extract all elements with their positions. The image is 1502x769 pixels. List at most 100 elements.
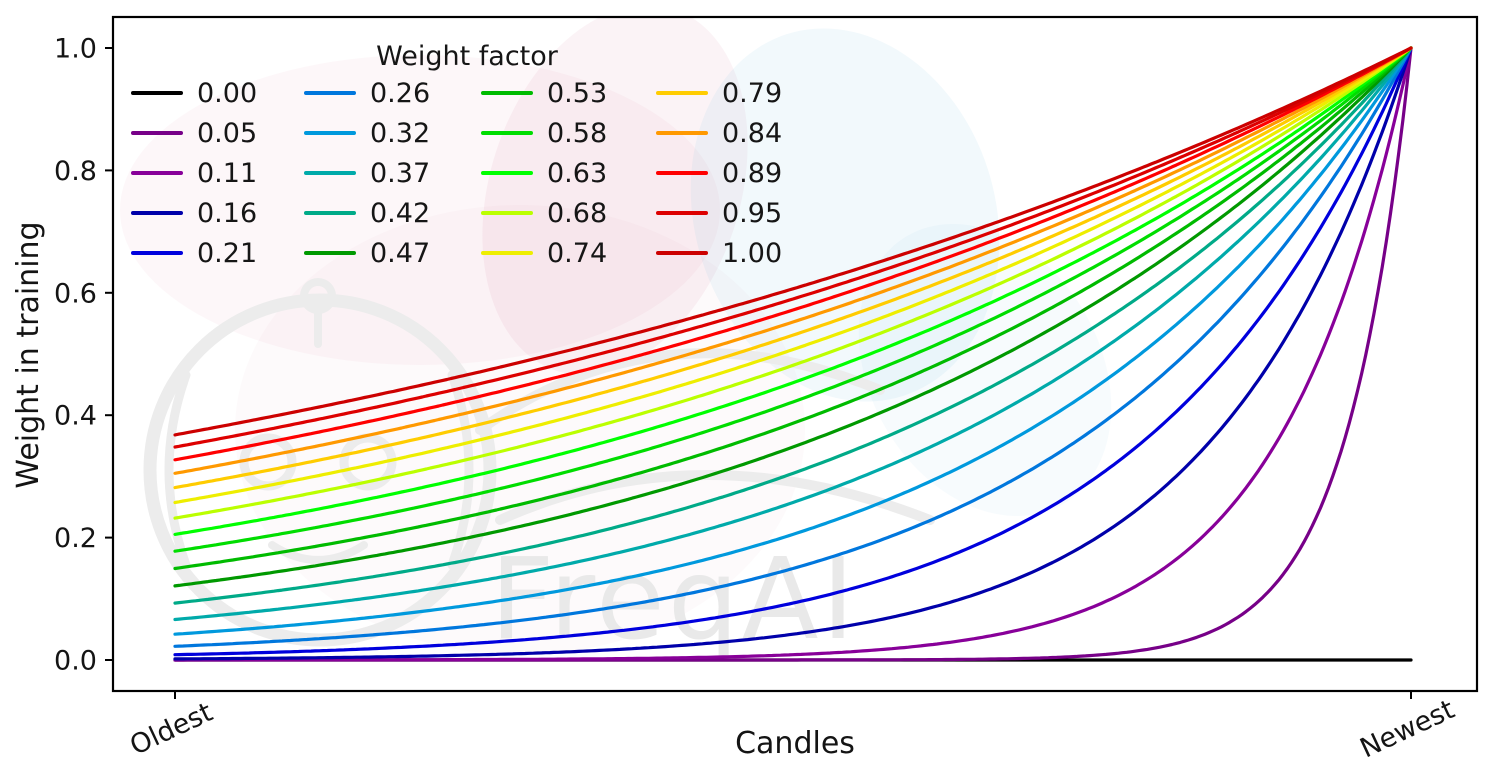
series-line-0.26 — [173, 46, 1413, 648]
legend-entry: 0.63 — [481, 153, 656, 193]
legend-entry: 0.05 — [131, 113, 304, 153]
legend-entry: 0.42 — [304, 193, 481, 233]
legend-label: 0.05 — [197, 117, 258, 149]
legend-label: 0.53 — [547, 77, 608, 109]
legend-entry: 1.00 — [656, 233, 796, 273]
legend-entries: 0.00 0.05 0.11 0.16 0.21 0.26 0.32 0.37 0.42 0.47… — [131, 73, 803, 273]
series-line-0.37 — [173, 46, 1413, 622]
legend-label: 0.42 — [370, 197, 431, 229]
legend-label: 0.95 — [722, 197, 783, 229]
legend-line-swatch — [304, 171, 356, 175]
legend-entry: 0.26 — [304, 73, 481, 113]
legend-entry: 0.95 — [656, 193, 796, 233]
watermark-blue-blob — [858, 223, 1112, 517]
legend-line-swatch — [131, 91, 183, 95]
legend-entry: 0.84 — [656, 113, 796, 153]
y-tick-label: 0.8 — [54, 156, 97, 187]
freqtrade-logo-watermark — [143, 278, 935, 647]
series-line-0.11 — [173, 46, 1413, 662]
legend-label: 0.00 — [197, 77, 258, 109]
legend-title: Weight factor — [376, 41, 558, 72]
legend-entry: 0.68 — [481, 193, 656, 233]
watermark-pink-blob — [120, 55, 720, 365]
y-axis-label: Weight in training — [11, 221, 46, 488]
legend-label: 0.84 — [722, 117, 783, 149]
legend-line-swatch — [304, 251, 356, 255]
legend-label: 0.21 — [197, 237, 258, 269]
legend-label: 0.89 — [722, 157, 783, 189]
y-tick-label: 1.0 — [54, 34, 97, 65]
legend-line-swatch — [131, 171, 183, 175]
legend-line-swatch — [304, 131, 356, 135]
x-tick-label: Oldest — [125, 697, 217, 762]
y-tick-label: 0.2 — [54, 523, 97, 554]
series-line-0.32 — [173, 46, 1413, 636]
legend-label: 1.00 — [722, 237, 783, 269]
legend-label: 0.68 — [547, 197, 608, 229]
logo-left-paren — [164, 370, 191, 570]
legend-label: 0.37 — [370, 157, 431, 189]
legend-label: 0.26 — [370, 77, 431, 109]
legend-entry: 0.53 — [481, 73, 656, 113]
legend-line-swatch — [131, 251, 183, 255]
y-tick-label: 0.0 — [54, 646, 97, 677]
legend-line-swatch — [656, 171, 708, 175]
legend-entry: 0.89 — [656, 153, 796, 193]
series-lines — [173, 46, 1413, 662]
legend-entry: 0.79 — [656, 73, 796, 113]
legend: Weight factor 0.00 0.05 0.11 0.16 0.21 0.26 0.… — [131, 40, 803, 273]
y-tick-label: 0.6 — [54, 278, 97, 309]
legend-entry: 0.21 — [131, 233, 304, 273]
legend-line-swatch — [304, 211, 356, 215]
series-line-0.68 — [173, 46, 1413, 520]
legend-label: 0.63 — [547, 157, 608, 189]
legend-label: 0.74 — [547, 237, 608, 269]
legend-entry: 0.16 — [131, 193, 304, 233]
series-line-0.47 — [173, 46, 1413, 588]
watermark-pink-petal — [482, 17, 748, 375]
series-line-0.58 — [173, 46, 1413, 553]
logo-right-eye — [339, 433, 397, 491]
legend-line-swatch — [656, 91, 708, 95]
legend-line-swatch — [131, 211, 183, 215]
logo-right-paren — [447, 370, 474, 570]
series-line-0.21 — [173, 46, 1413, 657]
series-line-0.63 — [173, 46, 1413, 536]
legend-line-swatch — [656, 131, 708, 135]
legend-line-swatch — [481, 131, 533, 135]
series-line-1.00 — [173, 46, 1413, 437]
legend-line-swatch — [656, 211, 708, 215]
legend-entry: 0.58 — [481, 113, 656, 153]
legend-label: 0.79 — [722, 77, 783, 109]
legend-line-swatch — [304, 91, 356, 95]
series-line-0.53 — [173, 46, 1413, 571]
series-line-0.42 — [173, 46, 1413, 605]
legend-entry: 0.32 — [304, 113, 481, 153]
legend-entry: 0.74 — [481, 233, 656, 273]
legend-entry: 0.00 — [131, 73, 304, 113]
series-line-0.16 — [173, 46, 1413, 661]
legend-label: 0.58 — [547, 117, 608, 149]
legend-line-swatch — [481, 91, 533, 95]
y-tick-label: 0.4 — [54, 401, 97, 432]
series-line-0.89 — [173, 46, 1413, 462]
plot-border — [111, 15, 1479, 693]
legend-line-swatch — [481, 211, 533, 215]
legend-line-swatch — [481, 251, 533, 255]
legend-label: 0.32 — [370, 117, 431, 149]
legend-entry: 0.47 — [304, 233, 481, 273]
x-tick-label: Newest — [1355, 694, 1459, 764]
watermark-text: FreqAI — [490, 535, 858, 665]
legend-entry: 0.11 — [131, 153, 304, 193]
series-line-0.95 — [173, 46, 1413, 449]
legend-line-swatch — [656, 251, 708, 255]
legend-label: 0.47 — [370, 237, 431, 269]
legend-line-swatch — [131, 131, 183, 135]
legend-label: 0.16 — [197, 197, 258, 229]
legend-label: 0.11 — [197, 157, 258, 189]
legend-line-swatch — [481, 171, 533, 175]
series-line-0.74 — [173, 46, 1413, 505]
legend-entry: 0.37 — [304, 153, 481, 193]
